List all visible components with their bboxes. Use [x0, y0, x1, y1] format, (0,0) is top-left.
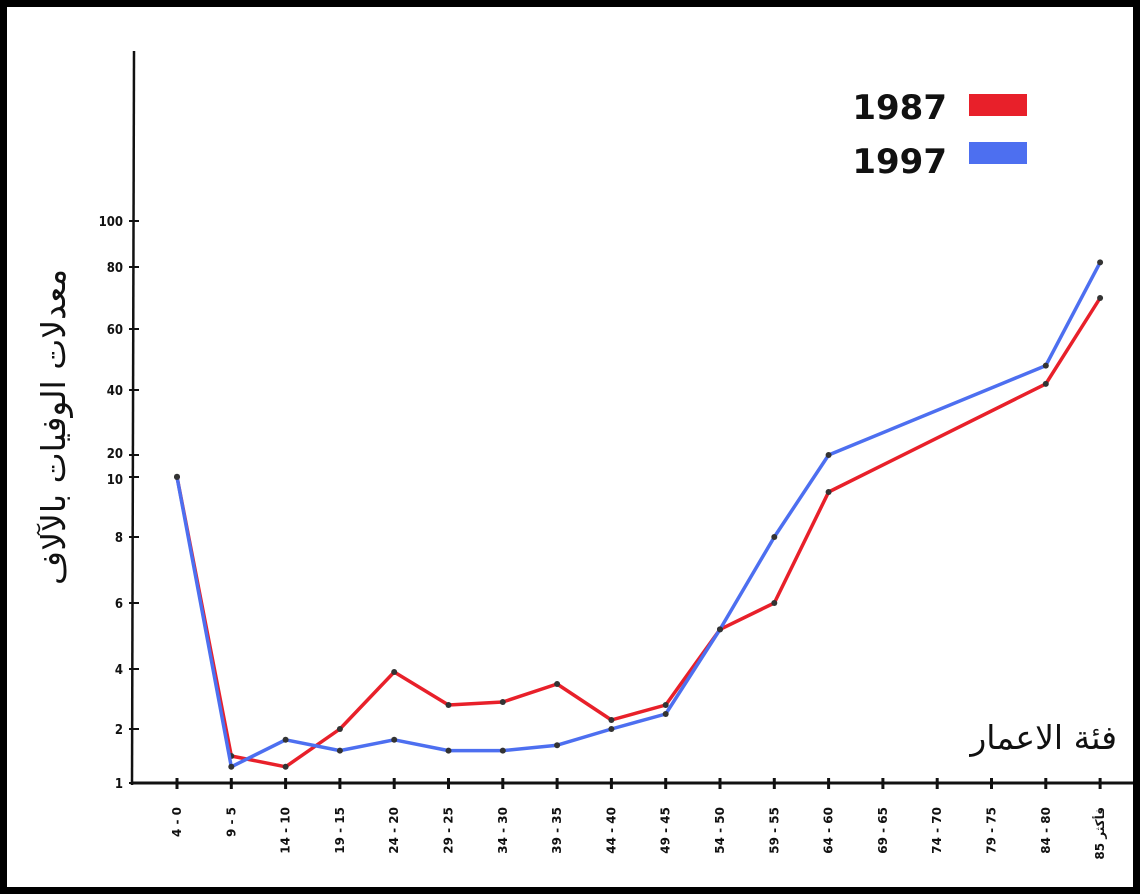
series-line-1987: [175, 296, 1102, 769]
series-point-1987: [825, 489, 832, 495]
x-tick-label: 64 - 60: [822, 807, 836, 854]
series-point-1987: [608, 717, 615, 723]
x-tick-label: 79 - 75: [985, 807, 999, 854]
x-tick-label: 84 - 80: [1039, 807, 1053, 854]
y-tick-label: 40: [107, 384, 123, 399]
series-point-1987: [771, 600, 778, 606]
x-tick-label: 85 فأكثر: [1092, 807, 1107, 860]
series-point-1987: [336, 726, 343, 732]
y-tick-label: 2: [115, 723, 123, 738]
series-point-1997: [445, 747, 452, 754]
x-tick-label: 69 - 65: [876, 807, 890, 854]
x-ticks: 4 - 0 9 - 5 14 - 10 19 - 15 24 - 20 29 - 25 34…: [170, 778, 1107, 860]
series-point-1987: [499, 699, 506, 705]
x-tick-label: 34 - 30: [496, 807, 510, 854]
x-tick-label: 74 - 70: [930, 807, 944, 854]
series-point-1987: [1097, 295, 1104, 301]
y-tick-label: 6: [115, 597, 123, 612]
legend-swatch-1987: [969, 94, 1027, 116]
x-tick-label: 4 - 0: [170, 807, 184, 837]
legend-swatch-1997: [969, 142, 1027, 164]
y-ticks: 1 2 4 6 8 10 20 40 60 80 100: [99, 215, 139, 792]
series-point-1997: [228, 763, 235, 770]
mortality-line-chart: 1 2 4 6 8 10 20 40 60 80 100 4 - 0 9 - 5 14 - 10 19 -…: [34, 50, 1133, 860]
series-point-1997: [771, 534, 778, 540]
y-tick-label: 8: [115, 531, 123, 546]
y-tick-label: 100: [99, 215, 123, 230]
legend-label-1997: 1997: [852, 142, 947, 182]
y-tick-label: 1: [115, 777, 123, 792]
x-tick-label: 54 - 50: [713, 807, 727, 854]
series-point-1997: [662, 711, 669, 717]
y-axis-line: [130, 50, 136, 786]
series-point-1997: [282, 736, 289, 743]
y-axis-title: معدلات الوفيات بالآلاف: [34, 269, 73, 585]
x-tick-label: 24 - 20: [387, 807, 401, 854]
series-point-1997: [336, 747, 343, 754]
series-point-1987: [1042, 380, 1049, 387]
series-point-1997: [717, 626, 723, 633]
series-layer: [174, 259, 1104, 770]
y-tick-label: 4: [115, 663, 123, 678]
x-tick-label: 19 - 15: [333, 807, 347, 854]
y-tick-label: 60: [107, 323, 123, 338]
legend: 1987 1997: [852, 88, 1027, 182]
series-point-1997: [554, 742, 561, 749]
x-tick-label: 44 - 40: [604, 807, 618, 854]
series-point-1997: [608, 726, 615, 732]
chart-frame: 1 2 4 6 8 10 20 40 60 80 100 4 - 0 9 - 5 14 - 10 19 -…: [7, 7, 1133, 887]
series-point-1997: [1042, 362, 1049, 369]
x-tick-label: 49 - 45: [659, 807, 673, 854]
series-point-1987: [445, 702, 452, 708]
x-tick-label: 9 - 5: [224, 807, 238, 837]
x-tick-label: 14 - 10: [279, 807, 293, 854]
series-point-1997: [825, 452, 832, 458]
series-point-1997: [174, 474, 180, 480]
y-tick-label: 10: [107, 473, 123, 488]
legend-label-1987: 1987: [852, 88, 947, 128]
x-axis-title: فئة الاعمار: [968, 718, 1117, 757]
y-tick-label: 80: [107, 261, 123, 276]
series-point-1997: [391, 736, 398, 743]
series-point-1987: [554, 681, 561, 687]
x-tick-label: 39 - 35: [550, 807, 564, 854]
x-tick-label: 29 - 25: [442, 807, 456, 854]
x-tick-label: 59 - 55: [767, 807, 781, 854]
series-point-1997: [1097, 259, 1104, 266]
series-point-1987: [282, 763, 289, 770]
series-line-1997: [175, 260, 1102, 769]
y-tick-label: 20: [107, 447, 123, 462]
series-point-1987: [662, 702, 669, 708]
series-point-1987: [391, 669, 398, 675]
series-point-1997: [499, 747, 506, 754]
